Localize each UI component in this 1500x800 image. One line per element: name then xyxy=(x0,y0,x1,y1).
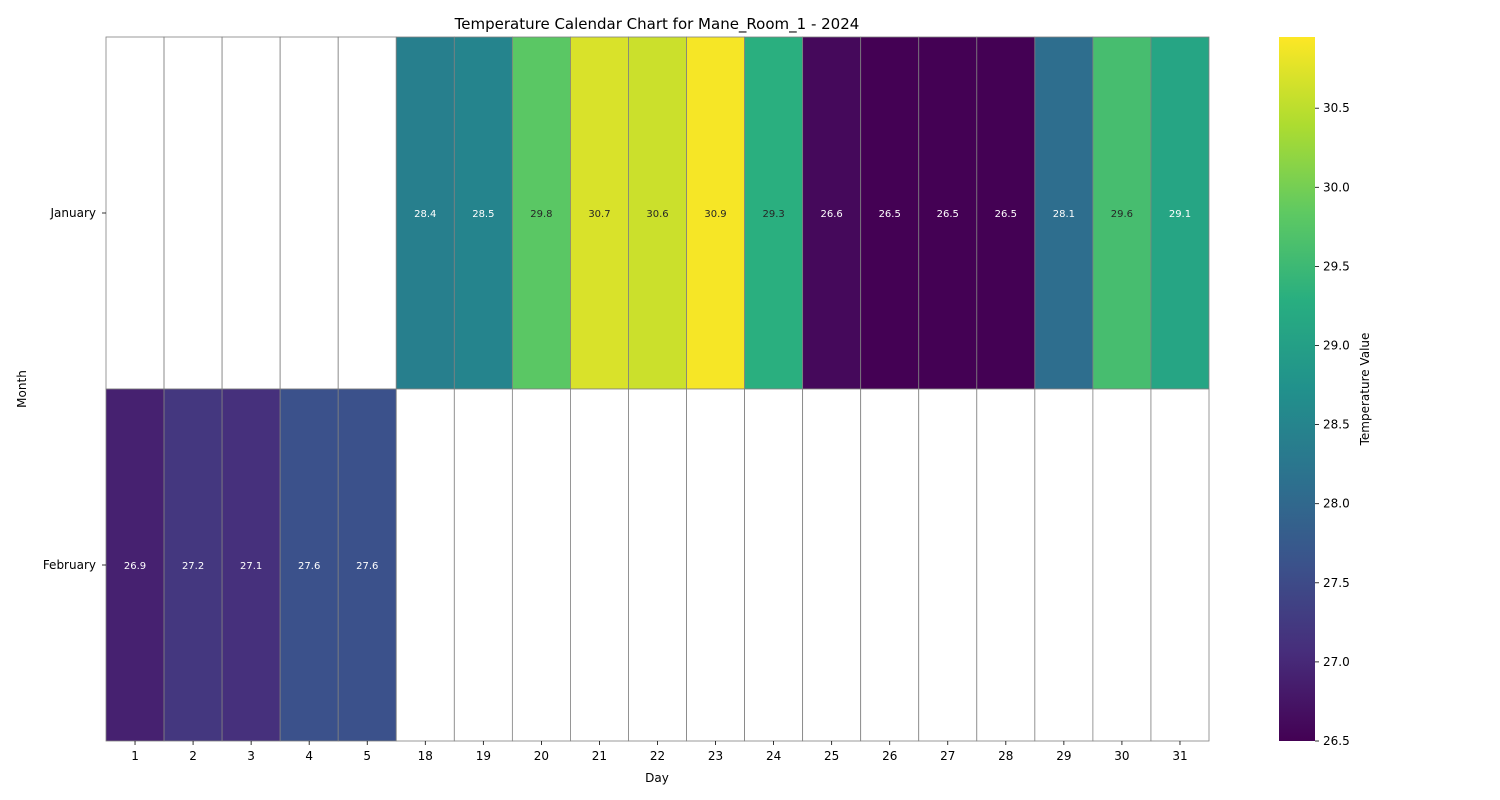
x-tick-label: 30 xyxy=(1114,749,1129,763)
heatmap-cell xyxy=(1150,36,1210,390)
heatmap-cell xyxy=(221,388,281,742)
cell-value-label: 29.6 xyxy=(1111,209,1133,220)
cell-value-label: 26.5 xyxy=(937,209,959,220)
cell-value-label: 26.9 xyxy=(124,561,146,572)
heatmap-cell-empty xyxy=(976,388,1036,742)
x-tick-label: 23 xyxy=(708,749,723,763)
heatmap-cell xyxy=(570,36,629,390)
colorbar-tick-label: 26.5 xyxy=(1323,734,1350,748)
x-axis-label: Day xyxy=(645,771,669,785)
heatmap-cell xyxy=(163,388,223,742)
colorbar-tick-label: 27.0 xyxy=(1323,655,1350,669)
cell-value-label: 29.1 xyxy=(1169,209,1191,220)
heatmap-cell xyxy=(511,36,571,390)
colorbar-tick-label: 28.0 xyxy=(1323,497,1350,511)
cell-value-label: 27.6 xyxy=(356,561,378,572)
heatmap-cell xyxy=(337,388,397,742)
colorbar-label: Temperature Value xyxy=(1358,333,1372,447)
heatmap-cell-empty xyxy=(511,388,571,742)
heatmap-cell-empty xyxy=(395,388,455,742)
x-tick-label: 5 xyxy=(363,749,371,763)
cell-value-label: 26.5 xyxy=(995,209,1017,220)
cell-labels: 28.4 28.5 29.8 30.7 30.6 30.9 29.3 26.6 26.5 26.5… xyxy=(124,209,1191,572)
x-tick-label: 22 xyxy=(650,749,665,763)
chart-title: Temperature Calendar Chart for Mane_Room… xyxy=(454,15,860,34)
heatmap-cell-empty xyxy=(570,388,629,742)
colorbar-tick-label: 30.0 xyxy=(1323,180,1350,194)
cell-value-label: 27.1 xyxy=(240,561,262,572)
y-tick-label: February xyxy=(43,558,96,572)
cell-value-label: 29.3 xyxy=(762,209,784,220)
heatmap-cell-empty xyxy=(1150,388,1210,742)
colorbar-tick-label: 30.5 xyxy=(1323,101,1350,115)
colorbar-tick-label: 27.5 xyxy=(1323,576,1350,590)
cell-value-label: 27.6 xyxy=(298,561,320,572)
y-axis-label: Month xyxy=(15,370,29,408)
y-tick-label: January xyxy=(50,206,97,220)
heatmap-cells xyxy=(105,36,1210,742)
cell-value-label: 29.8 xyxy=(530,209,552,220)
heatmap-cell xyxy=(686,36,745,390)
x-tick-label: 2 xyxy=(189,749,197,763)
heatmap-cell xyxy=(628,36,687,390)
cell-value-label: 26.5 xyxy=(879,209,901,220)
x-tick-label: 18 xyxy=(418,749,433,763)
heatmap-cell-empty xyxy=(221,36,281,390)
colorbar-tick-label: 29.5 xyxy=(1323,259,1350,273)
heatmap-cell-empty xyxy=(453,388,513,742)
y-axis: January February xyxy=(43,206,106,572)
cell-value-label: 30.6 xyxy=(646,209,668,220)
cell-value-label: 26.6 xyxy=(821,209,843,220)
heatmap-cell xyxy=(1034,36,1094,390)
x-tick-label: 25 xyxy=(824,749,839,763)
x-tick-label: 29 xyxy=(1056,749,1071,763)
x-tick-label: 27 xyxy=(940,749,955,763)
colorbar xyxy=(1279,37,1315,741)
heatmap-cell-empty xyxy=(1034,388,1094,742)
cell-value-label: 28.4 xyxy=(414,209,436,220)
heatmap-cell xyxy=(453,36,513,390)
x-tick-label: 4 xyxy=(305,749,313,763)
heatmap-cell xyxy=(105,388,165,742)
heatmap-cell-empty xyxy=(628,388,687,742)
heatmap-cell-empty xyxy=(1092,388,1152,742)
x-tick-label: 1 xyxy=(131,749,139,763)
x-tick-label: 26 xyxy=(882,749,897,763)
cell-value-label: 28.5 xyxy=(472,209,494,220)
heatmap-cell-empty xyxy=(686,388,745,742)
cell-value-label: 30.9 xyxy=(704,209,726,220)
heatmap-cell xyxy=(279,388,339,742)
x-tick-label: 24 xyxy=(766,749,781,763)
x-tick-label: 31 xyxy=(1172,749,1187,763)
heatmap-cell-empty xyxy=(337,36,397,390)
x-tick-label: 3 xyxy=(247,749,255,763)
colorbar-ticks: 26.5 27.0 27.5 28.0 28.5 29.0 29.5 30.0 30.5 xyxy=(1315,101,1350,748)
cell-value-label: 30.7 xyxy=(588,209,610,220)
x-tick-label: 19 xyxy=(476,749,491,763)
colorbar-tick-label: 29.0 xyxy=(1323,338,1350,352)
x-tick-label: 21 xyxy=(592,749,607,763)
heatmap-cell-empty xyxy=(744,388,804,742)
heatmap-cell-empty xyxy=(163,36,223,390)
heatmap-cell xyxy=(918,36,978,390)
x-tick-label: 28 xyxy=(998,749,1013,763)
heatmap-cell-empty xyxy=(860,388,920,742)
heatmap-cell-empty xyxy=(105,36,165,390)
x-axis: 1 2 3 4 5 18 19 20 21 22 23 24 25 26 27 28 29 30 31 xyxy=(131,741,1188,763)
heatmap-cell xyxy=(1092,36,1152,390)
heatmap-cell-empty xyxy=(918,388,978,742)
cell-value-label: 27.2 xyxy=(182,561,204,572)
heatmap-cell-empty xyxy=(802,388,862,742)
heatmap-cell xyxy=(802,36,862,390)
heatmap-cell xyxy=(395,36,455,390)
heatmap-cell-empty xyxy=(279,36,339,390)
colorbar-tick-label: 28.5 xyxy=(1323,418,1350,432)
x-tick-label: 20 xyxy=(534,749,549,763)
cell-value-label: 28.1 xyxy=(1053,209,1075,220)
